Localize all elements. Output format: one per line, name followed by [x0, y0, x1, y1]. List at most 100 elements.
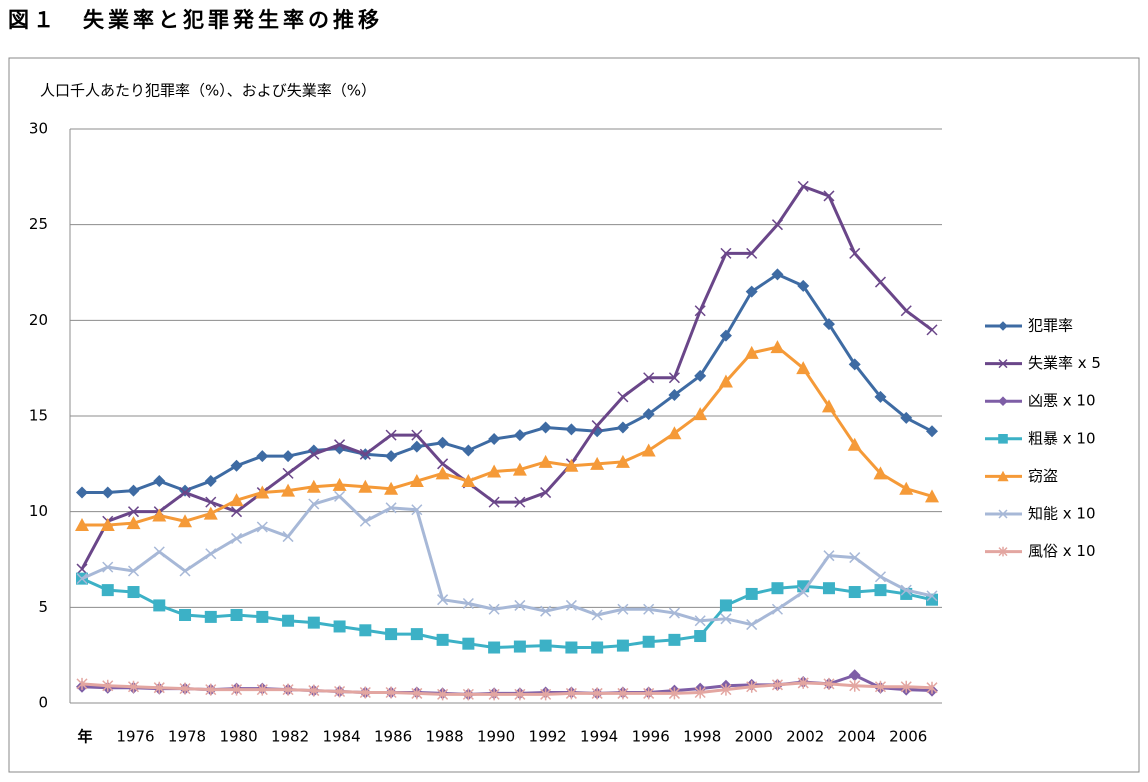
marker: [102, 679, 114, 692]
marker: [436, 633, 449, 646]
series-line: [81, 494, 933, 627]
marker: [719, 329, 732, 342]
marker: [411, 429, 423, 441]
marker: [231, 532, 243, 544]
marker: [385, 686, 397, 699]
marker: [178, 514, 193, 528]
y-axis-label: 人口千人あたり犯罪率（%）、および失業率（%）: [40, 82, 376, 100]
marker: [76, 486, 88, 499]
marker: [358, 479, 373, 493]
legend-label: 犯罪率: [1028, 317, 1073, 335]
marker: [359, 686, 371, 699]
marker: [487, 464, 502, 478]
marker: [512, 462, 527, 476]
marker: [282, 467, 294, 479]
marker: [203, 506, 218, 520]
marker: [282, 683, 294, 696]
x-tick-label: 年: [77, 728, 92, 746]
marker: [874, 390, 887, 403]
marker: [384, 481, 399, 495]
marker: [849, 247, 861, 259]
marker: [849, 552, 861, 564]
marker: [900, 680, 912, 693]
legend-label: 失業率 x 5: [1028, 354, 1101, 372]
marker: [565, 687, 577, 700]
marker: [667, 426, 682, 440]
marker: [797, 180, 809, 192]
x-tick-label: 1994: [580, 728, 618, 746]
legend-label: 風俗 x 10: [1028, 542, 1096, 560]
x-tick-label: 1982: [271, 728, 309, 746]
marker: [461, 474, 476, 488]
x-tick-label: 1988: [426, 728, 464, 746]
marker: [797, 279, 810, 292]
marker: [797, 676, 809, 689]
chart-title: 図１ 失業率と犯罪発生率の推移: [8, 8, 383, 32]
marker: [643, 687, 655, 700]
marker: [152, 508, 167, 522]
marker: [359, 448, 371, 460]
x-tick-label: 2000: [735, 728, 773, 746]
marker: [900, 584, 912, 596]
x-tick-label: 1986: [374, 728, 412, 746]
marker: [332, 477, 347, 491]
y-tick-label: 5: [38, 598, 48, 616]
marker: [76, 677, 88, 690]
marker: [899, 481, 914, 495]
marker: [823, 190, 835, 202]
marker: [848, 669, 861, 682]
marker: [617, 391, 629, 403]
y-tick-label: 15: [29, 407, 48, 425]
marker: [462, 688, 474, 701]
marker: [668, 687, 680, 700]
marker: [488, 603, 500, 615]
marker: [513, 640, 526, 653]
chart-frame: [8, 57, 1140, 773]
marker: [745, 587, 758, 600]
marker: [615, 454, 630, 468]
marker: [462, 444, 475, 457]
marker: [410, 628, 423, 641]
marker: [720, 683, 732, 696]
marker: [668, 633, 681, 646]
legend-label: 凶悪 x 10: [1028, 392, 1096, 410]
marker: [437, 688, 449, 701]
marker: [797, 586, 809, 598]
marker: [771, 582, 784, 595]
marker: [126, 516, 141, 530]
legend-marker: [998, 509, 1008, 519]
marker: [437, 458, 449, 470]
marker: [873, 466, 888, 480]
marker: [307, 616, 320, 629]
marker: [720, 613, 732, 625]
marker: [641, 443, 656, 457]
marker: [565, 423, 578, 436]
marker: [282, 531, 294, 543]
series-line: [82, 345, 933, 527]
marker: [591, 609, 603, 621]
marker: [179, 565, 191, 577]
marker: [256, 610, 269, 623]
legend-marker: [998, 546, 1008, 557]
marker: [926, 590, 938, 602]
marker: [643, 603, 655, 615]
marker: [694, 305, 706, 317]
x-tick-label: 2002: [786, 728, 824, 746]
marker: [101, 486, 114, 499]
marker: [334, 490, 346, 502]
marker: [334, 685, 346, 698]
marker: [102, 561, 114, 573]
marker: [668, 388, 681, 401]
legend-label: 粗暴 x 10: [1028, 429, 1096, 447]
marker: [76, 563, 88, 575]
marker: [771, 603, 783, 615]
marker: [668, 372, 680, 384]
marker: [719, 599, 732, 612]
marker: [306, 479, 321, 493]
marker: [127, 506, 140, 518]
marker: [410, 440, 423, 453]
legend-marker: [998, 359, 1008, 369]
marker: [848, 586, 861, 599]
marker: [359, 624, 372, 637]
marker: [616, 421, 629, 434]
